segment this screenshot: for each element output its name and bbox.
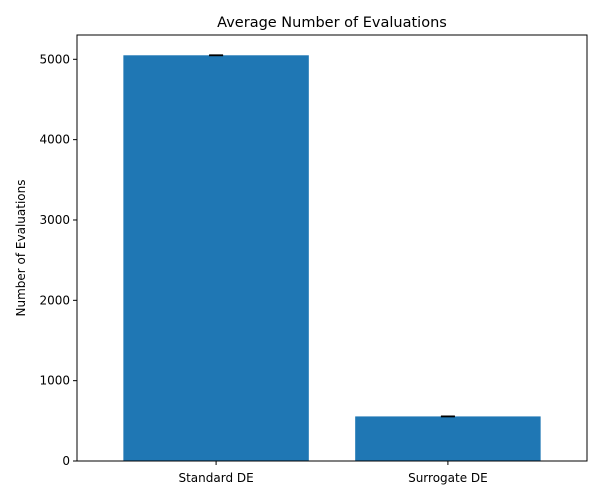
chart-title: Average Number of Evaluations [217,15,447,31]
errorbar-standard-de [209,54,224,57]
y-tick-label: 2000 [39,293,70,307]
x-tick-label: Surrogate DE [408,471,488,485]
y-axis-label: Number of Evaluations [14,180,28,317]
y-tick-label: 4000 [39,133,70,147]
bar-surrogate-de [355,416,541,461]
x-axis-ticks: Standard DE Surrogate DE [178,461,488,485]
axes-frame [76,34,588,462]
x-tick-label: Standard DE [178,471,253,485]
y-tick-label: 3000 [39,213,70,227]
y-axis-ticks: 0 1000 2000 3000 4000 5000 [39,52,77,468]
bar-standard-de [123,55,309,462]
errorbar-surrogate-de [440,415,455,418]
y-tick-label: 0 [62,454,70,468]
y-tick-label: 5000 [39,52,70,66]
y-tick-label: 1000 [39,374,70,388]
plot-area [123,54,541,462]
